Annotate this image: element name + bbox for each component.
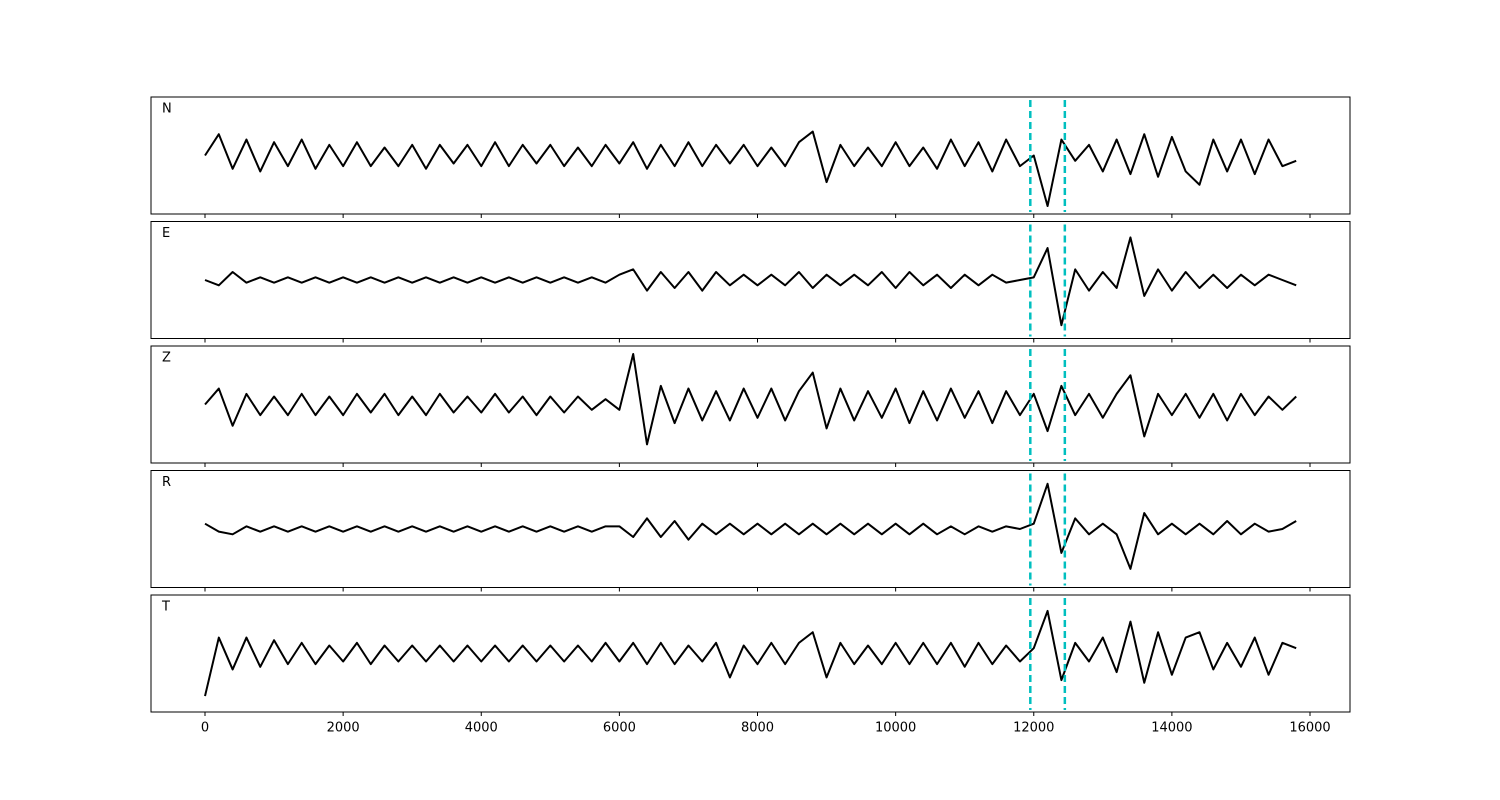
x-tick-label: 0: [201, 721, 209, 736]
x-tick-label: 6000: [603, 721, 636, 736]
panel-label: T: [161, 600, 170, 615]
panel-frame: [150, 470, 1351, 588]
trace: [204, 236, 1297, 327]
x-tick-label: 2000: [327, 721, 360, 736]
panel-label: E: [162, 226, 170, 241]
panel-label: Z: [162, 351, 171, 366]
panel-frame: [150, 594, 1351, 713]
panel-frame: [150, 221, 1351, 339]
trace: [204, 482, 1297, 570]
panel-label: N: [162, 102, 172, 117]
panel-label: R: [162, 475, 171, 490]
x-tick-label: 16000: [1289, 721, 1330, 736]
x-tick-label: 12000: [1013, 721, 1054, 736]
trace: [204, 609, 1297, 697]
trace: [204, 352, 1297, 446]
panel-frame: [150, 96, 1351, 215]
trace: [204, 130, 1297, 208]
panel-frame: [150, 345, 1351, 464]
x-tick-label: 10000: [875, 721, 916, 736]
x-tick-label: 8000: [741, 721, 774, 736]
x-tick-label: 14000: [1151, 721, 1192, 736]
x-tick-label: 4000: [465, 721, 498, 736]
